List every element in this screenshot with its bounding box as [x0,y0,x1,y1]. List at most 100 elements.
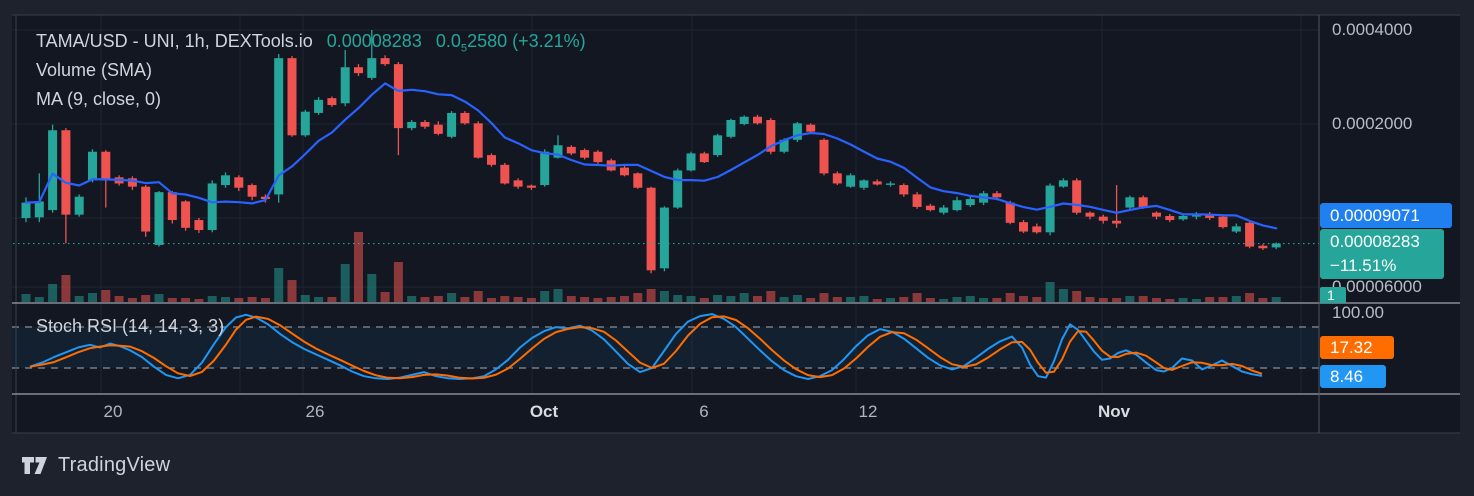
volume-bar [686,296,696,302]
volume-bar [792,295,802,302]
time-axis[interactable]: 20 26 Oct 6 12 Nov [12,394,1319,433]
volume-bar [141,295,151,302]
last-price-value: 0.00008283 [1330,232,1420,251]
candle-body [699,153,709,163]
volume-bar [221,297,230,302]
tradingview-logo-icon [22,457,47,474]
volume-bar [74,296,84,302]
candle-body [646,187,656,271]
candle-body [1032,226,1042,233]
legend-stoch-rsi-indicator[interactable]: Stoch RSI (14, 14, 3, 3) [36,316,225,336]
time-axis-tick-label: 12 [858,402,878,421]
candle-body [1231,226,1241,232]
volume-bar [460,297,470,302]
price-axis-label: 0.0002000 [1332,114,1413,133]
candle-body [992,193,1002,198]
candle-body [899,185,909,195]
candle-body [234,177,244,188]
volume-bar [194,299,204,302]
volume-bar [1271,297,1281,302]
volume-bar [1098,298,1108,302]
stoch-k-value-badge: 8.46 [1320,365,1386,388]
candle-body [1005,202,1015,223]
volume-bar [1032,297,1042,302]
volume-bar [487,298,496,302]
candle-body [633,173,643,188]
volume-bar [939,299,949,302]
volume-bar [21,294,31,302]
volume-bar [912,293,922,302]
candle-body [766,119,776,152]
volume-bar [779,297,789,302]
volume-bar [473,291,483,302]
volume-bar [806,298,816,302]
candle-body [1112,220,1122,224]
volume-bar [992,298,1002,302]
volume-bar [606,297,616,302]
volume-bar [207,296,217,302]
candle-body [194,220,204,231]
candle-body [127,178,137,187]
volume-bar [965,296,975,302]
volume-bar [832,297,842,302]
volume-bar [354,232,363,302]
volume-bar [726,296,736,302]
legend-symbol-row[interactable]: TAMA/USD - UNI, 1h, DEXTools.io 0.0000828… [36,31,586,55]
legend-ma-indicator[interactable]: MA (9, close, 0) [36,89,162,109]
volume-bar [633,293,643,302]
volume-bar [1019,296,1028,302]
candle-body [526,185,536,188]
candle-body [1098,216,1108,221]
volume-bar [739,293,749,302]
subscript-zero-count: 5 [460,42,468,55]
volume-value-badge: 1 [1320,287,1346,303]
candle-body [713,135,723,156]
time-axis-tick-label: 20 [103,402,123,421]
volume-bar [1125,296,1135,302]
volume-bar [1245,293,1255,302]
legend-volume-indicator[interactable]: Volume (SMA) [36,60,153,80]
candle-body [314,99,324,113]
volume-bar [1218,297,1228,302]
candle-body [1125,197,1135,208]
candle-body [939,207,949,213]
time-axis-tick-label: 26 [305,402,325,421]
candle-body [460,112,470,124]
tradingview-attribution[interactable]: TradingView [22,454,170,477]
volume-bar [420,297,430,302]
candle-body [181,201,191,228]
time-axis-tick-label: 6 [699,402,709,421]
volume-bar [540,291,550,302]
candle-body [1138,197,1148,207]
candle-body [340,67,350,104]
candle-body [726,119,736,137]
volume-bar [513,297,523,302]
candle-body [872,181,882,185]
candle-body [327,98,337,106]
candle-body [580,150,590,158]
candle-body [61,130,71,215]
candle-body [593,151,603,163]
volume-bar [593,298,603,302]
candle-body [487,155,496,165]
volume-bar [753,296,762,302]
candle-body [846,175,856,187]
candle-body [473,123,483,158]
candle-body [433,124,443,134]
candle-body [832,173,842,184]
candle-body [739,116,749,124]
candle-body [965,199,975,206]
volume-bar [274,268,284,302]
legend-last-price: 0.00008283 [326,31,422,51]
volume-bar [1258,298,1268,302]
volume-bar [287,280,297,302]
volume-bar [646,289,656,302]
volume-bar [713,295,723,302]
volume-bar [1138,296,1148,302]
volume-bar [500,296,510,302]
candle-body [207,183,217,231]
volume-bar [1205,297,1215,302]
candle-body [553,145,563,158]
